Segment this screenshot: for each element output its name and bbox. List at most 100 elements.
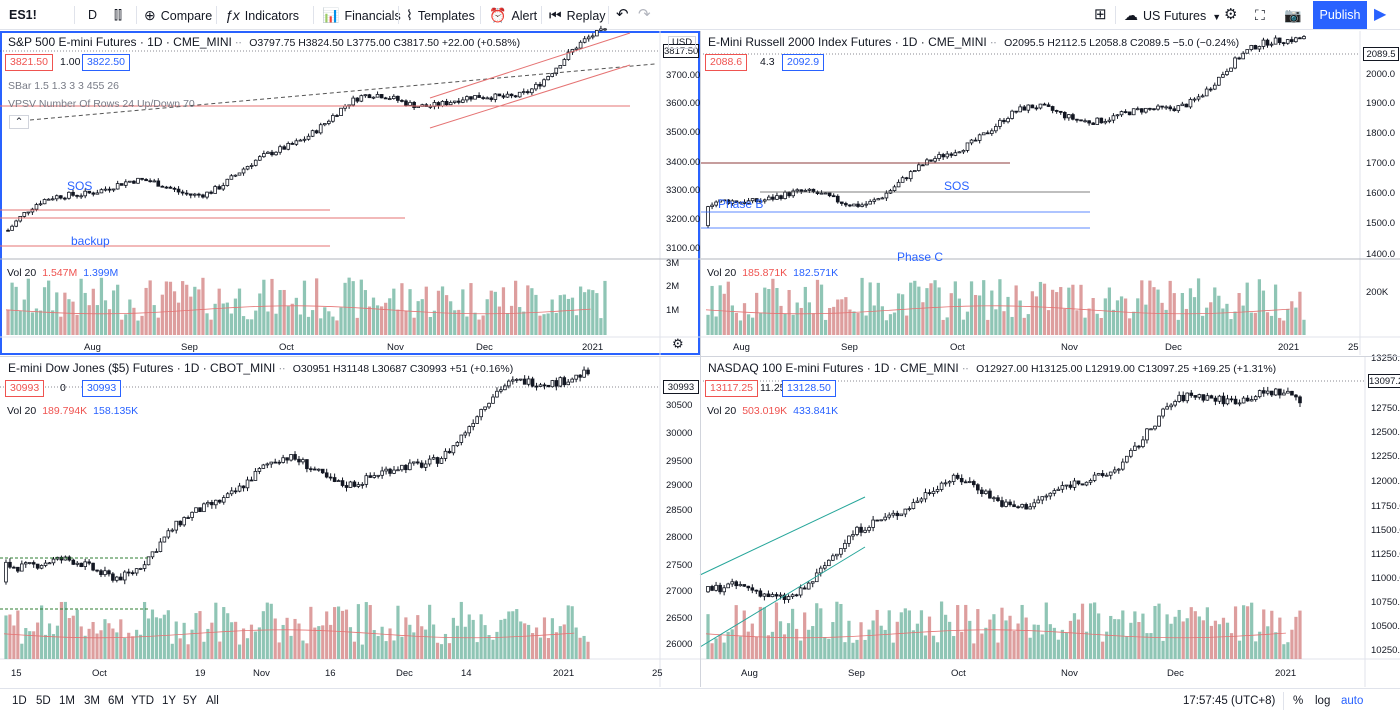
price-chart[interactable] <box>700 31 1400 355</box>
volume-bar <box>440 286 445 335</box>
auto-toggle[interactable]: auto <box>1341 695 1364 707</box>
range-button-5d[interactable]: 5D <box>36 695 51 707</box>
replay-button[interactable]: ⏮ Replay <box>549 0 606 30</box>
financials-button[interactable]: 📊 Financials <box>322 0 401 30</box>
percent-toggle[interactable]: % <box>1293 695 1304 707</box>
volume-bar <box>392 288 396 335</box>
chart-pane-3[interactable]: E-mini Dow Jones ($5) Futures · 1D · CBO… <box>0 357 700 687</box>
symbol-search[interactable]: ES1! <box>9 8 37 22</box>
sell-price-box[interactable]: 2088.6 <box>705 54 748 71</box>
exchange-selector[interactable]: ☁ US Futures ▼ <box>1124 0 1221 30</box>
buy-price-box[interactable]: 3822.50 <box>82 54 130 71</box>
indicators-button[interactable]: ƒx Indicators <box>225 0 299 30</box>
range-button-1d[interactable]: 1D <box>12 695 27 707</box>
buy-price-box[interactable]: 30993 <box>82 380 122 397</box>
channel-line-drawing[interactable] <box>429 32 631 99</box>
candle-body <box>71 559 76 565</box>
chart-pane-1[interactable]: S&P 500 E-mini Futures · 1D · CME_MINI ∙… <box>0 25 700 355</box>
fullscreen-button[interactable]: ⛶ <box>1255 0 1265 30</box>
alert-button[interactable]: ⏰ Alert <box>489 0 537 30</box>
candle-body <box>1185 392 1190 402</box>
undo-button[interactable]: ↶ <box>616 0 629 30</box>
range-button-1m[interactable]: 1M <box>59 695 75 707</box>
divider <box>1283 692 1284 710</box>
currency-label[interactable]: USD <box>668 36 697 49</box>
settings-button[interactable]: ⚙ <box>1224 0 1237 30</box>
interval-button[interactable]: D <box>88 8 98 22</box>
channel-line-drawing[interactable] <box>429 64 631 129</box>
text-annotation[interactable]: SOS <box>67 179 93 193</box>
price-axis-label: 13250.00 <box>1371 353 1400 364</box>
text-annotation[interactable]: Phase C <box>897 250 944 264</box>
chart-type-button[interactable]: ⫿⫿ <box>114 0 122 30</box>
collapse-indicators-button[interactable]: ⌃ <box>9 115 29 129</box>
sell-price-box[interactable]: 3821.50 <box>5 54 53 71</box>
volume-bar <box>286 306 290 335</box>
pane-divider-vertical[interactable] <box>700 31 701 687</box>
price-chart[interactable] <box>0 357 700 687</box>
candle-body <box>513 95 518 98</box>
range-button-ytd[interactable]: YTD <box>131 695 154 707</box>
last-price-tag: 3817.50 <box>663 44 699 58</box>
price-axis-label: 29500 <box>666 456 693 467</box>
publish-button[interactable]: Publish <box>1313 1 1367 29</box>
sell-price-box[interactable]: 13117.25 <box>705 380 759 397</box>
candle-body <box>400 100 404 102</box>
chart-pane-2[interactable]: E-Mini Russell 2000 Index Futures · 1D ·… <box>700 31 1400 355</box>
range-button-all[interactable]: All <box>206 695 219 707</box>
candle-body <box>603 28 607 31</box>
snapshot-button[interactable]: 📷 <box>1284 0 1301 30</box>
range-button-1y[interactable]: 1Y <box>162 695 177 707</box>
volume-legend[interactable]: Vol 20 503.019K 433.841K <box>707 405 838 417</box>
text-annotation[interactable]: Phase B <box>718 197 764 211</box>
volume-bar <box>952 636 956 659</box>
indicator-vpsv[interactable]: VPSV Number Of Rows 24 Up/Down 70 <box>8 98 195 110</box>
log-toggle[interactable]: log <box>1315 695 1331 707</box>
buy-price-box[interactable]: 2092.9 <box>782 54 825 71</box>
compare-button[interactable]: ⊕ Compare <box>144 0 212 30</box>
candle-body <box>281 457 285 463</box>
redo-button[interactable]: ↷ <box>638 0 651 30</box>
candle-body <box>249 479 254 482</box>
chart-pane-4[interactable]: NASDAQ 100 E-mini Futures · 1D · CME_MIN… <box>699 353 1400 687</box>
candle-body <box>827 559 831 567</box>
candle-body <box>298 139 303 142</box>
volume-bar <box>309 606 313 659</box>
volume-bar <box>51 310 55 335</box>
range-button-5y[interactable]: 5Y <box>183 695 198 707</box>
candle-body <box>907 508 912 510</box>
volume-bar <box>1048 624 1052 659</box>
volume-bar <box>241 316 246 335</box>
volume-bar <box>883 629 887 659</box>
text-annotation[interactable]: SOS <box>944 179 970 193</box>
play-button[interactable]: ▶ <box>1374 0 1386 30</box>
volume-bar <box>1157 603 1161 659</box>
volume-bar <box>1059 287 1063 335</box>
text-annotation[interactable]: backup <box>71 234 110 248</box>
volume-bar <box>87 628 91 659</box>
volume-bar <box>852 311 856 335</box>
volume-legend[interactable]: Vol 20 1.547M 1.399M <box>7 267 118 279</box>
volume-legend[interactable]: Vol 20 185.871K 182.571K <box>707 267 838 279</box>
channel-line-drawing[interactable] <box>699 496 866 576</box>
range-button-3m[interactable]: 3M <box>84 695 100 707</box>
pane-divider-horizontal[interactable] <box>0 356 1400 357</box>
volume-bar <box>1217 624 1222 659</box>
price-chart[interactable] <box>699 357 1400 687</box>
volume-bar <box>899 612 903 659</box>
templates-button[interactable]: ⌇ Templates <box>406 0 475 30</box>
gear-icon[interactable]: ⚙ <box>672 336 684 351</box>
indicator-sbar[interactable]: SBar 1.5 1.3 3 3 455 26 <box>8 80 119 92</box>
layout-button[interactable]: ⊞ <box>1094 0 1107 30</box>
candle-body <box>976 484 980 491</box>
buy-price-box[interactable]: 13128.50 <box>782 380 836 397</box>
candle-body <box>505 93 510 98</box>
channel-line-drawing[interactable] <box>699 546 866 648</box>
sell-price-box[interactable]: 30993 <box>5 380 45 397</box>
volume-bar <box>404 310 408 335</box>
price-chart[interactable] <box>0 25 700 355</box>
candle-body <box>225 493 230 498</box>
range-button-6m[interactable]: 6M <box>108 695 124 707</box>
volume-legend[interactable]: Vol 20 189.794K 158.135K <box>7 405 138 417</box>
volume-bar <box>1209 625 1214 659</box>
